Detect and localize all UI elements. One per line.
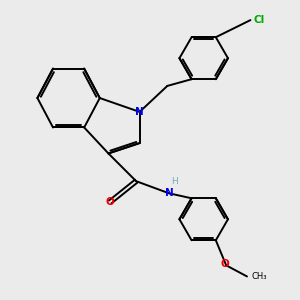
Text: CH₃: CH₃ (251, 272, 267, 281)
Text: H: H (172, 177, 178, 186)
Text: O: O (220, 259, 229, 269)
Text: N: N (165, 188, 173, 198)
Text: N: N (135, 107, 144, 117)
Text: Cl: Cl (253, 15, 265, 25)
Text: O: O (106, 197, 115, 207)
